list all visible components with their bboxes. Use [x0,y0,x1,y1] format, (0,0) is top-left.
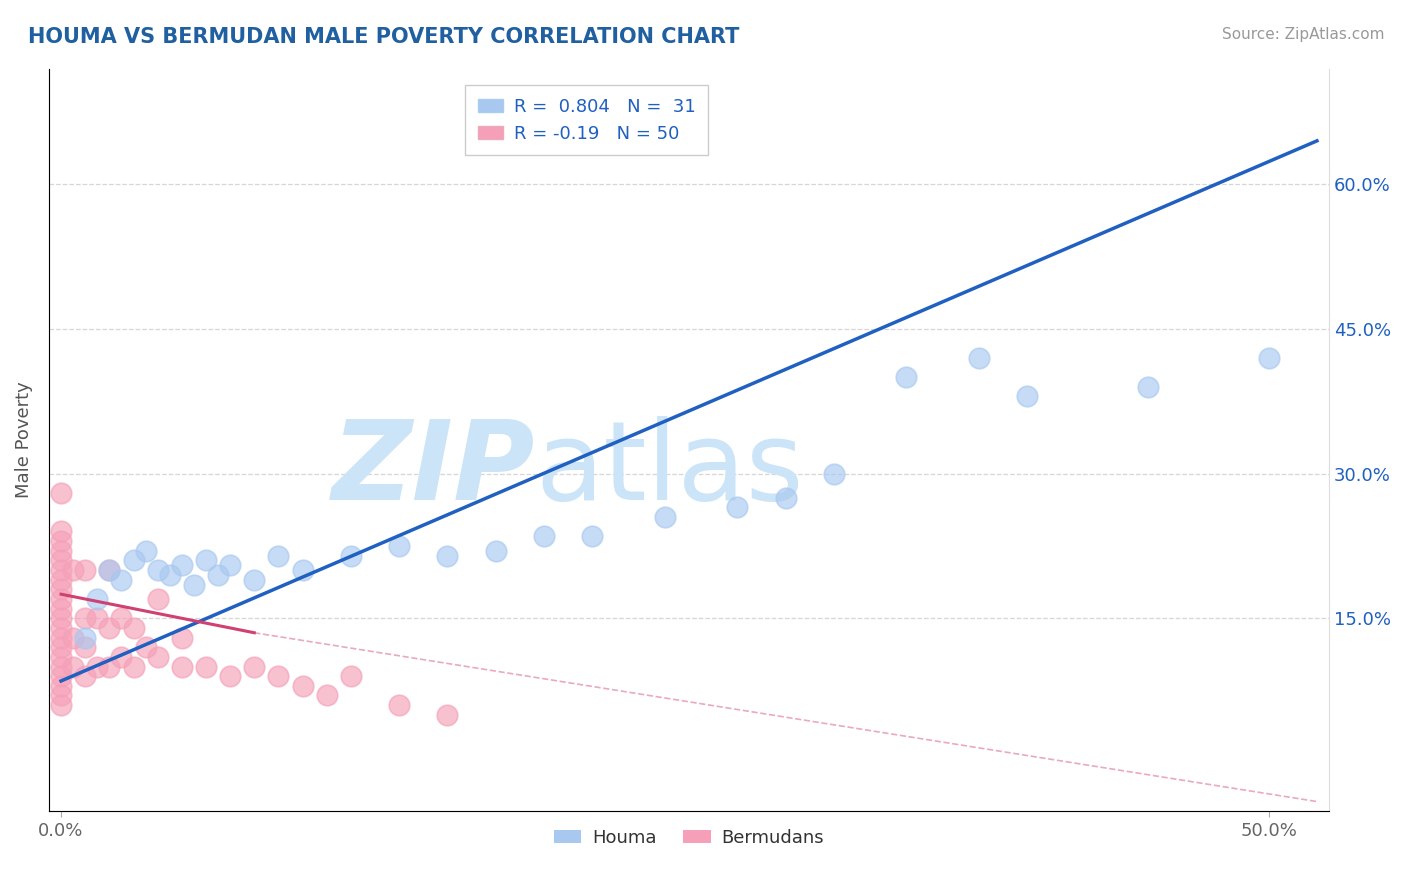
Point [581,529,603,543]
Point [122,659,145,673]
Point [654,510,676,524]
Point [219,558,242,573]
Text: atlas: atlas [536,416,804,523]
Point [49,649,72,664]
Point [49,563,72,577]
Point [49,524,72,539]
Point [194,659,217,673]
Point [135,640,157,655]
Point [49,679,72,693]
Point [49,601,72,615]
Point [75,563,97,577]
Point [170,631,193,645]
Point [436,549,458,563]
Point [267,549,290,563]
Point [485,543,508,558]
Point [533,529,555,543]
Point [146,592,169,607]
Legend: Houma, Bermudans: Houma, Bermudans [547,822,831,855]
Point [159,567,181,582]
Text: HOUMA VS BERMUDAN MALE POVERTY CORRELATION CHART: HOUMA VS BERMUDAN MALE POVERTY CORRELATI… [28,27,740,46]
Point [315,689,337,703]
Text: ZIP: ZIP [332,416,536,523]
Point [291,563,314,577]
Point [170,558,193,573]
Point [1017,389,1039,403]
Point [75,611,97,625]
Point [98,621,121,635]
Point [49,669,72,683]
Point [207,567,229,582]
Point [49,689,72,703]
Point [340,549,363,563]
Point [1136,380,1159,394]
Text: Source: ZipAtlas.com: Source: ZipAtlas.com [1222,27,1385,42]
Point [436,707,458,722]
Point [49,631,72,645]
Y-axis label: Male Poverty: Male Poverty [15,382,32,499]
Point [775,491,797,505]
Point [86,659,108,673]
Point [110,649,132,664]
Point [291,679,314,693]
Point [49,573,72,587]
Point [86,592,108,607]
Point [388,698,411,712]
Point [49,534,72,549]
Point [49,592,72,607]
Point [725,500,748,515]
Point [122,621,145,635]
Point [183,577,205,591]
Point [98,659,121,673]
Point [49,582,72,597]
Point [49,611,72,625]
Point [110,611,132,625]
Point [219,669,242,683]
Point [110,573,132,587]
Point [75,631,97,645]
Point [388,539,411,553]
Point [62,631,84,645]
Point [98,563,121,577]
Point [967,351,990,365]
Point [170,659,193,673]
Point [86,611,108,625]
Point [194,553,217,567]
Point [146,563,169,577]
Point [146,649,169,664]
Point [340,669,363,683]
Point [49,621,72,635]
Point [62,563,84,577]
Point [267,669,290,683]
Point [49,659,72,673]
Point [49,698,72,712]
Point [49,543,72,558]
Point [1257,351,1279,365]
Point [122,553,145,567]
Point [98,563,121,577]
Point [243,573,266,587]
Point [243,659,266,673]
Point [75,669,97,683]
Point [135,543,157,558]
Point [75,640,97,655]
Point [62,659,84,673]
Point [896,370,918,384]
Point [823,467,845,481]
Point [49,640,72,655]
Point [49,553,72,567]
Point [49,486,72,500]
